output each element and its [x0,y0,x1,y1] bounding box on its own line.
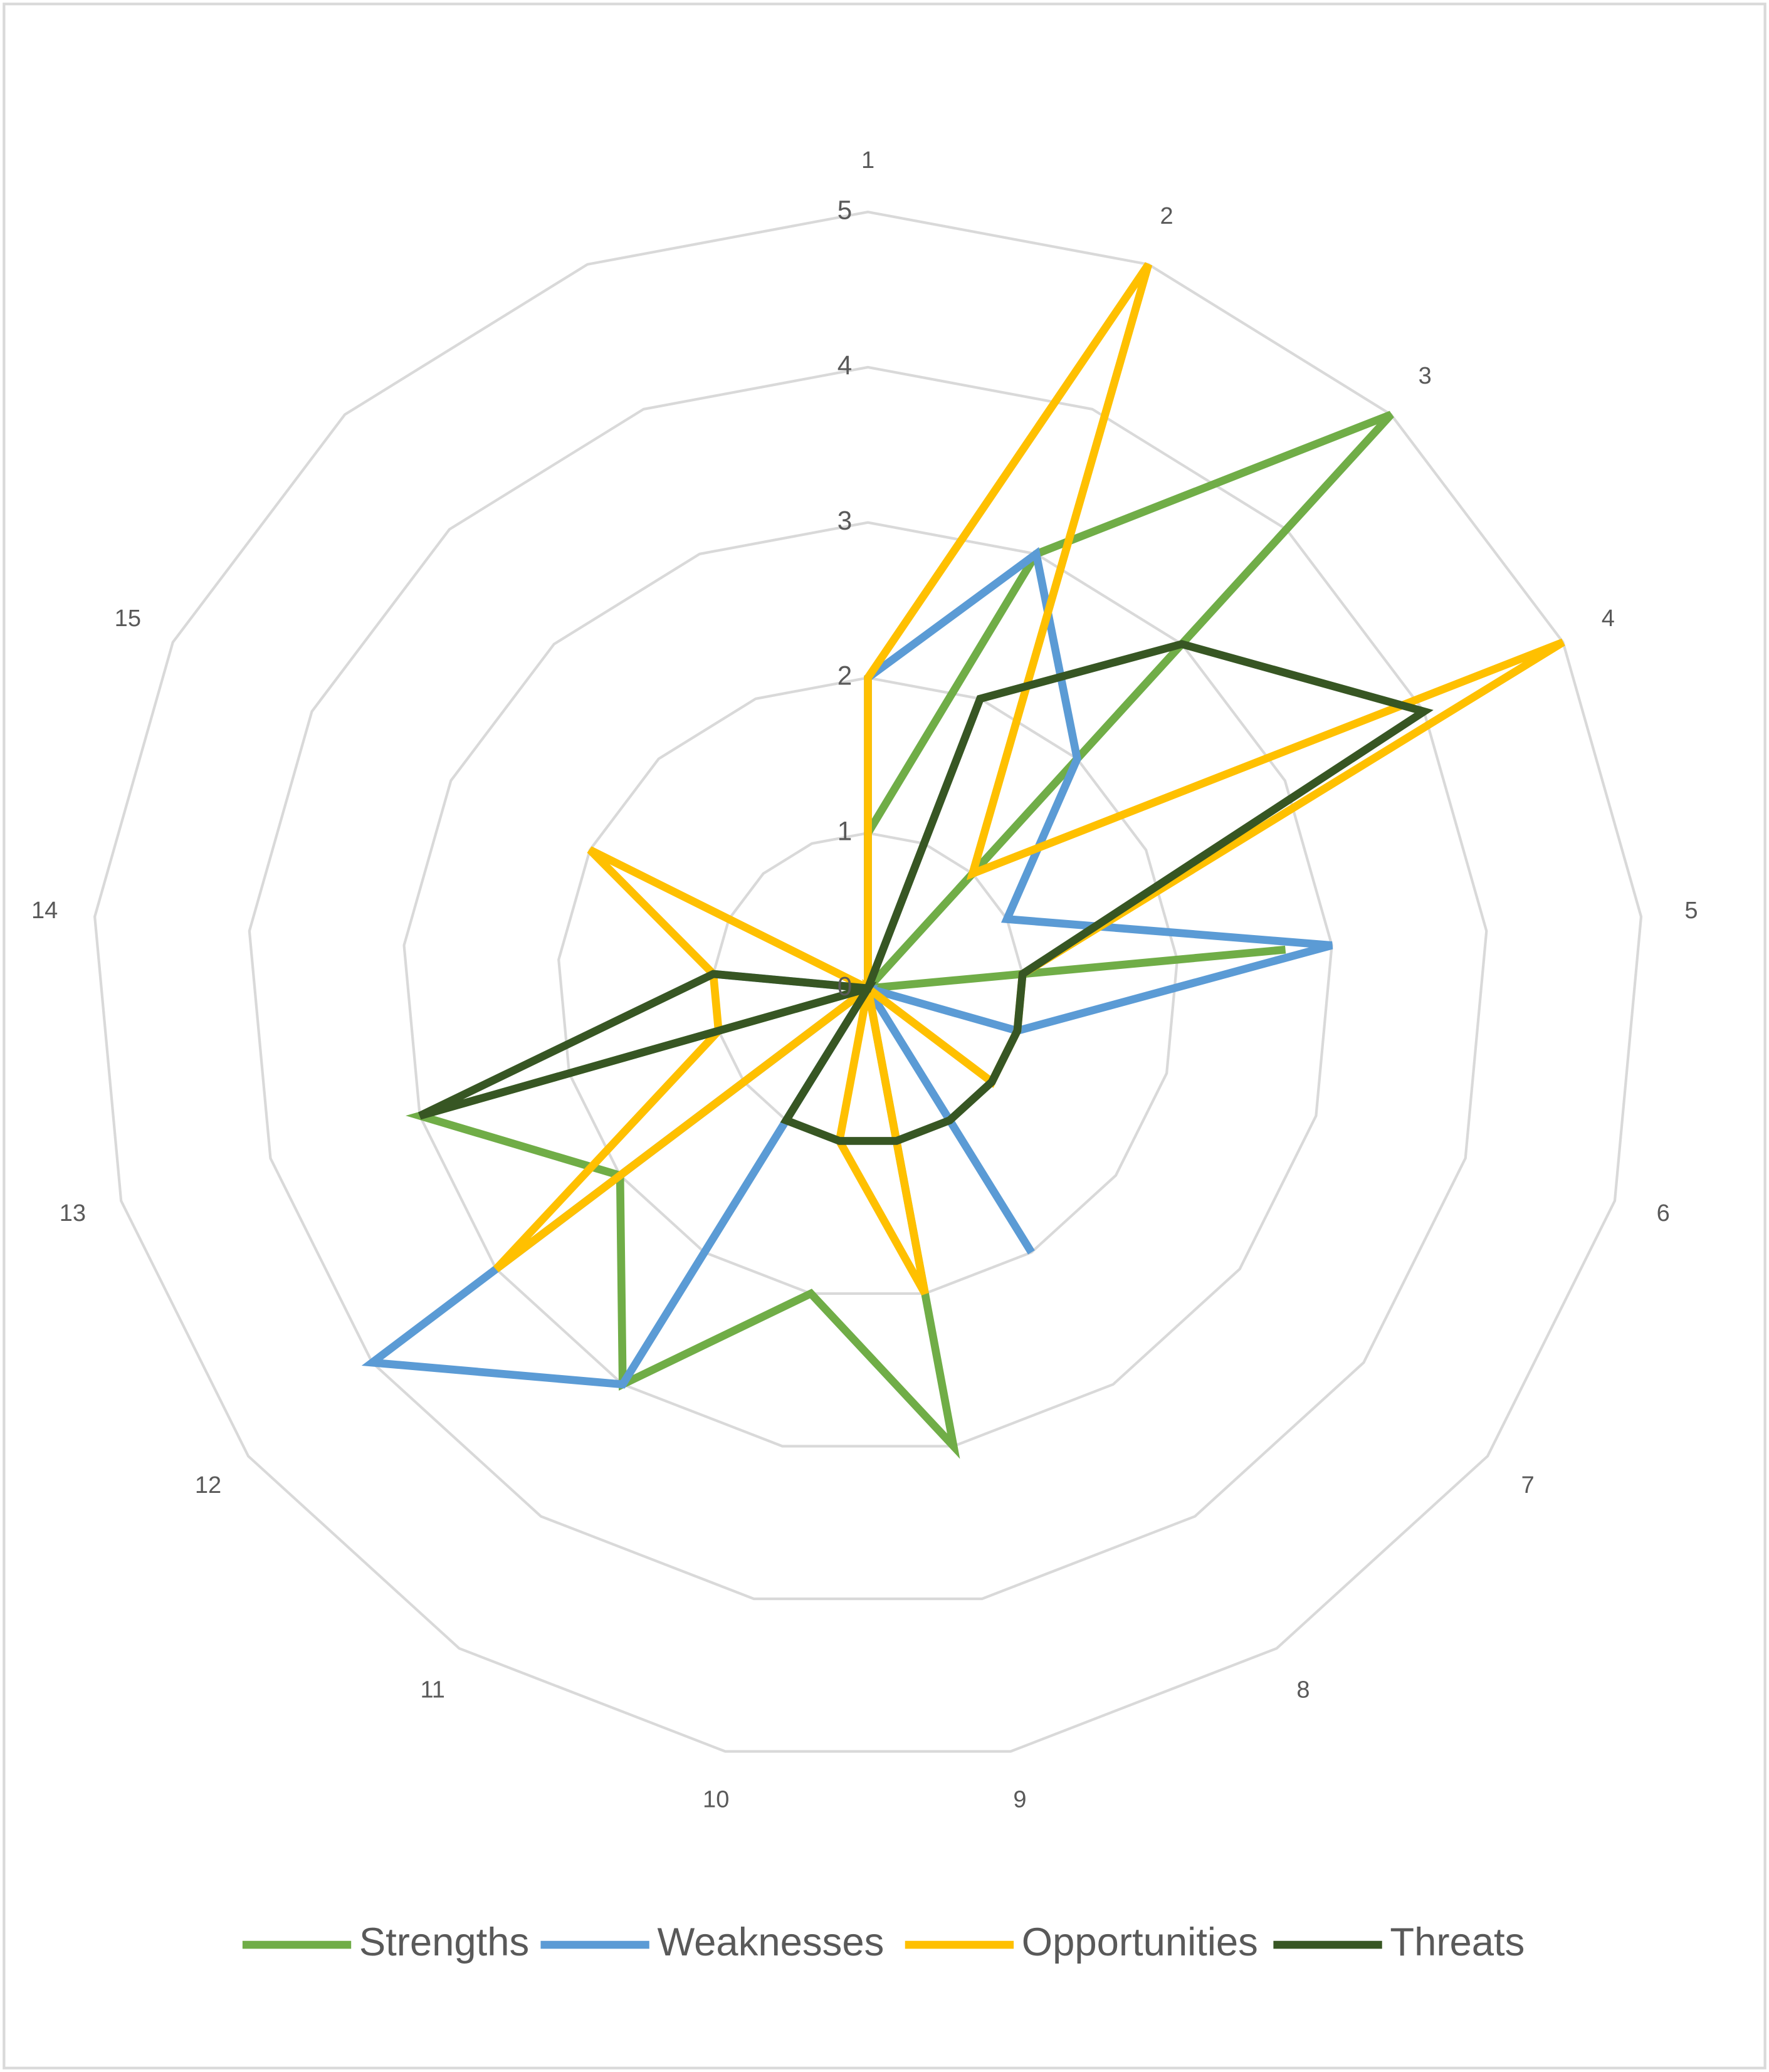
category-label: 14 [31,897,58,924]
category-label: 5 [1684,897,1698,924]
category-label: 2 [1160,203,1173,229]
series-line [417,640,1434,1145]
legend-label: Strengths [359,1920,529,1964]
r-tick-label: 0 [837,971,853,1001]
r-tick-label: 4 [837,350,853,380]
category-label: 3 [1419,363,1432,389]
category-label: 6 [1657,1200,1670,1227]
category-label: 4 [1602,605,1615,632]
category-label: 15 [115,605,141,632]
grid-line [557,676,1179,1295]
grid-line [93,211,1643,1753]
category-label: 7 [1521,1472,1535,1499]
r-tick-label: 1 [837,816,853,845]
chart-border [3,3,1766,2069]
legend-label: Threats [1390,1920,1525,1964]
grid-line [248,365,1488,1601]
category-label: 10 [703,1787,729,1813]
series-line [493,262,1565,1296]
category-label: 13 [60,1200,86,1227]
legend-label: Opportunities [1022,1920,1258,1964]
category-label: 11 [420,1677,444,1703]
category-label: 12 [195,1472,221,1499]
legend-label: Weaknesses [657,1920,884,1964]
r-tick-label: 2 [837,661,853,691]
category-label: 8 [1296,1677,1310,1703]
category-label: 1 [861,147,874,174]
r-tick-label: 3 [837,506,853,535]
r-tick-label: 5 [837,195,853,224]
category-label: 9 [1013,1787,1026,1813]
